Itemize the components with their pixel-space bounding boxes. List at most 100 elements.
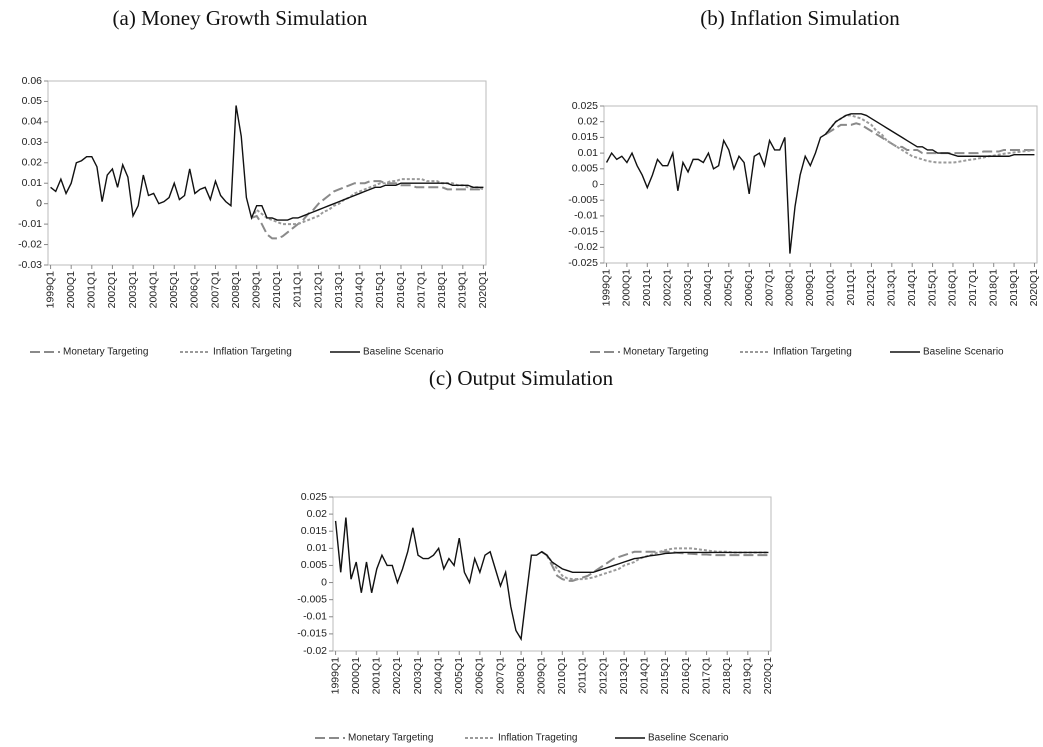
x-tick-label: 2009Q1	[250, 271, 262, 309]
y-tick-label: 0	[592, 178, 598, 190]
series-line	[50, 105, 484, 221]
series-line	[334, 517, 769, 642]
x-tick-label: 2009Q1	[535, 657, 547, 695]
y-tick-label: -0.01	[303, 611, 327, 623]
x-tick-label: 2009Q1	[804, 269, 816, 307]
legend-label: Inflation Trageting	[498, 733, 578, 744]
x-tick-label: 2005Q1	[168, 271, 180, 309]
legend-label: Monetary Targeting	[63, 347, 148, 358]
plot-frame	[603, 105, 1038, 264]
x-tick-label: 2012Q1	[597, 657, 609, 695]
x-tick-label: 2008Q1	[515, 657, 527, 695]
y-tick-label: 0.05	[22, 95, 43, 107]
legend-label: Monetary Targeting	[348, 733, 433, 744]
x-tick-label: 2005Q1	[453, 657, 465, 695]
x-tick-label: 2002Q1	[106, 271, 118, 309]
x-tick-label: 2002Q1	[661, 269, 673, 307]
y-tick-label: -0.005	[568, 194, 598, 206]
x-tick-label: 2011Q1	[292, 271, 304, 308]
y-tick-label: 0.025	[572, 100, 598, 112]
x-tick-label: 2008Q1	[784, 269, 796, 307]
x-tick-label: 2018Q1	[987, 269, 999, 307]
y-tick-label: -0.015	[297, 628, 327, 640]
x-tick-label: 2011Q1	[577, 657, 589, 694]
x-tick-label: 2004Q1	[432, 657, 444, 695]
x-tick-label: 2012Q1	[312, 271, 324, 309]
x-tick-label: 2014Q1	[639, 657, 651, 695]
x-tick-label: 2007Q1	[494, 657, 506, 695]
series-line	[825, 122, 1035, 155]
y-tick-label: -0.01	[574, 210, 598, 222]
x-tick-label: 2010Q1	[271, 271, 283, 309]
y-tick-label: 0.025	[301, 491, 327, 503]
x-tick-label: 2001Q1	[371, 657, 383, 695]
x-tick-label: 2018Q1	[721, 657, 733, 695]
y-tick-label: 0.02	[307, 508, 328, 520]
x-tick-label: 2000Q1	[621, 269, 633, 307]
x-tick-label: 2015Q1	[659, 657, 671, 695]
y-tick-label: -0.005	[297, 593, 327, 605]
y-tick-label: 0.03	[22, 136, 43, 148]
x-tick-label: 2013Q1	[333, 271, 345, 309]
legend-label: Monetary Targeting	[623, 347, 708, 358]
y-tick-label: -0.01	[18, 218, 42, 230]
y-tick-label: 0.01	[22, 177, 43, 189]
chart-title: (a) Money Growth Simulation	[113, 6, 368, 30]
x-tick-label: 2006Q1	[743, 269, 755, 307]
y-tick-label: 0.06	[22, 75, 43, 87]
x-tick-label: 2007Q1	[763, 269, 775, 307]
x-tick-label: 2011Q1	[845, 269, 857, 306]
x-tick-label: 2014Q1	[906, 269, 918, 307]
x-tick-label: 2004Q1	[702, 269, 714, 307]
x-tick-label: 2015Q1	[926, 269, 938, 307]
y-tick-label: -0.03	[18, 259, 42, 271]
x-tick-label: 2019Q1	[742, 657, 754, 695]
series-line	[541, 550, 769, 582]
series-line	[605, 113, 1035, 254]
chart-title: (b) Inflation Simulation	[700, 6, 900, 30]
x-tick-label: 2013Q1	[886, 269, 898, 307]
y-tick-label: -0.015	[568, 225, 598, 237]
y-tick-label: 0	[36, 197, 42, 209]
x-tick-label: 2017Q1	[700, 657, 712, 695]
x-tick-label: 2013Q1	[618, 657, 630, 695]
x-tick-label: 1999Q1	[329, 657, 341, 695]
y-tick-label: 0.005	[572, 163, 598, 175]
y-tick-label: 0.04	[22, 116, 43, 128]
x-tick-label: 2002Q1	[391, 657, 403, 695]
x-tick-label: 2020Q1	[477, 271, 489, 309]
plot-frame	[47, 80, 487, 266]
y-tick-label: 0.005	[301, 559, 327, 571]
x-tick-label: 2000Q1	[65, 271, 77, 309]
legend-label: Baseline Scenario	[363, 347, 444, 358]
legend-label: Baseline Scenario	[923, 347, 1004, 358]
x-tick-label: 2010Q1	[824, 269, 836, 307]
x-tick-label: 2006Q1	[474, 657, 486, 695]
x-tick-label: 2003Q1	[412, 657, 424, 695]
x-tick-label: 2017Q1	[415, 271, 427, 309]
x-tick-label: 2020Q1	[762, 657, 774, 695]
x-tick-label: 2017Q1	[967, 269, 979, 307]
x-tick-label: 2019Q1	[457, 271, 469, 309]
x-tick-label: 2005Q1	[723, 269, 735, 307]
x-tick-label: 2014Q1	[354, 271, 366, 309]
x-tick-label: 2008Q1	[230, 271, 242, 309]
chart-title: (c) Output Simulation	[429, 366, 614, 390]
y-tick-label: -0.025	[568, 257, 598, 269]
legend-label: Baseline Scenario	[648, 733, 729, 744]
y-tick-label: 0	[321, 576, 327, 588]
y-tick-label: 0.02	[22, 157, 43, 169]
x-tick-label: 2015Q1	[374, 271, 386, 309]
x-tick-label: 2001Q1	[86, 271, 98, 309]
y-tick-label: 0.01	[307, 542, 328, 554]
x-tick-label: 2016Q1	[680, 657, 692, 695]
y-tick-label: 0.015	[301, 525, 327, 537]
x-tick-label: 1999Q1	[600, 269, 612, 307]
y-tick-label: 0.01	[578, 147, 599, 159]
series-line	[251, 180, 484, 240]
y-tick-label: -0.02	[303, 645, 327, 657]
y-tick-label: -0.02	[574, 241, 598, 253]
y-tick-label: 0.02	[578, 115, 599, 127]
legend-label: Inflation Targeting	[213, 347, 292, 358]
